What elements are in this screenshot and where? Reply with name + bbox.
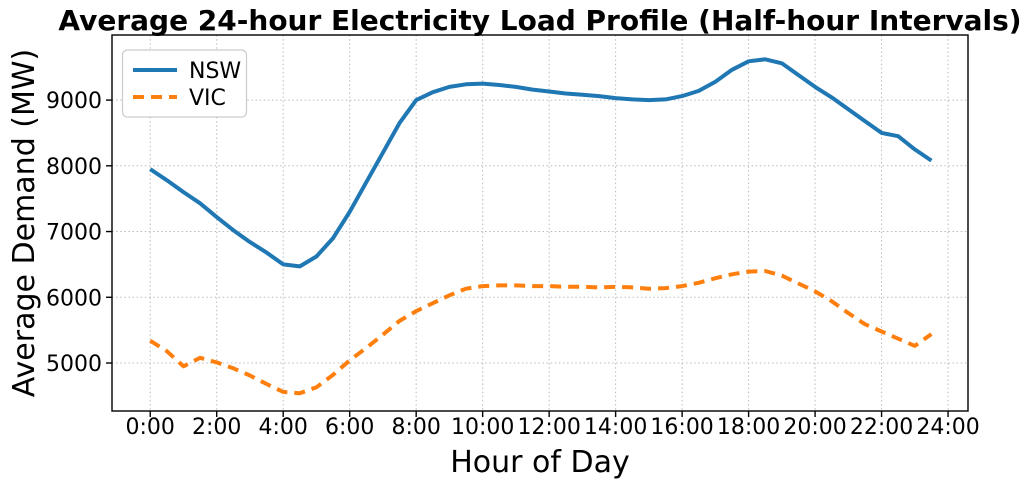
x-tick-label: 22:00 (850, 415, 913, 440)
legend-label-vic: VIC (189, 86, 226, 111)
y-tick-label: 8000 (46, 155, 102, 180)
plot-border (111, 34, 969, 412)
y-tick-label: 9000 (46, 89, 102, 114)
x-tick-label: 8:00 (391, 415, 440, 440)
y-tick-label: 6000 (46, 286, 102, 311)
chart-title: Average 24-hour Electricity Load Profile… (58, 4, 1021, 37)
x-tick-label: 24:00 (916, 415, 979, 440)
y-tick-label: 5000 (46, 352, 102, 377)
series-line-vic (149, 269, 933, 396)
legend-label-nsw: NSW (189, 59, 241, 84)
x-tick-label: 18:00 (717, 415, 780, 440)
x-tick-label: 14:00 (584, 415, 647, 440)
x-tick-label: 12:00 (517, 415, 580, 440)
x-tick-label: 16:00 (650, 415, 713, 440)
legend-box (121, 49, 248, 118)
y-axis-label: Average Demand (MW) (7, 49, 42, 397)
legend: NSW VIC (121, 49, 248, 118)
x-axis-label: Hour of Day (450, 445, 630, 480)
series-layer (149, 57, 933, 396)
series-line-nsw (149, 57, 933, 269)
x-tick-label: 10:00 (451, 415, 514, 440)
tick-layer: 0:00 2:00 4:00 6:00 8:00 10:00 12:00 14:00 16:00… (46, 89, 980, 440)
x-tick-label: 6:00 (325, 415, 374, 440)
x-tick-label: 0:00 (126, 415, 175, 440)
x-tick-label: 20:00 (783, 415, 846, 440)
y-tick-label: 7000 (46, 221, 102, 246)
x-tick-label: 4:00 (258, 415, 307, 440)
x-tick-label: 2:00 (192, 415, 241, 440)
